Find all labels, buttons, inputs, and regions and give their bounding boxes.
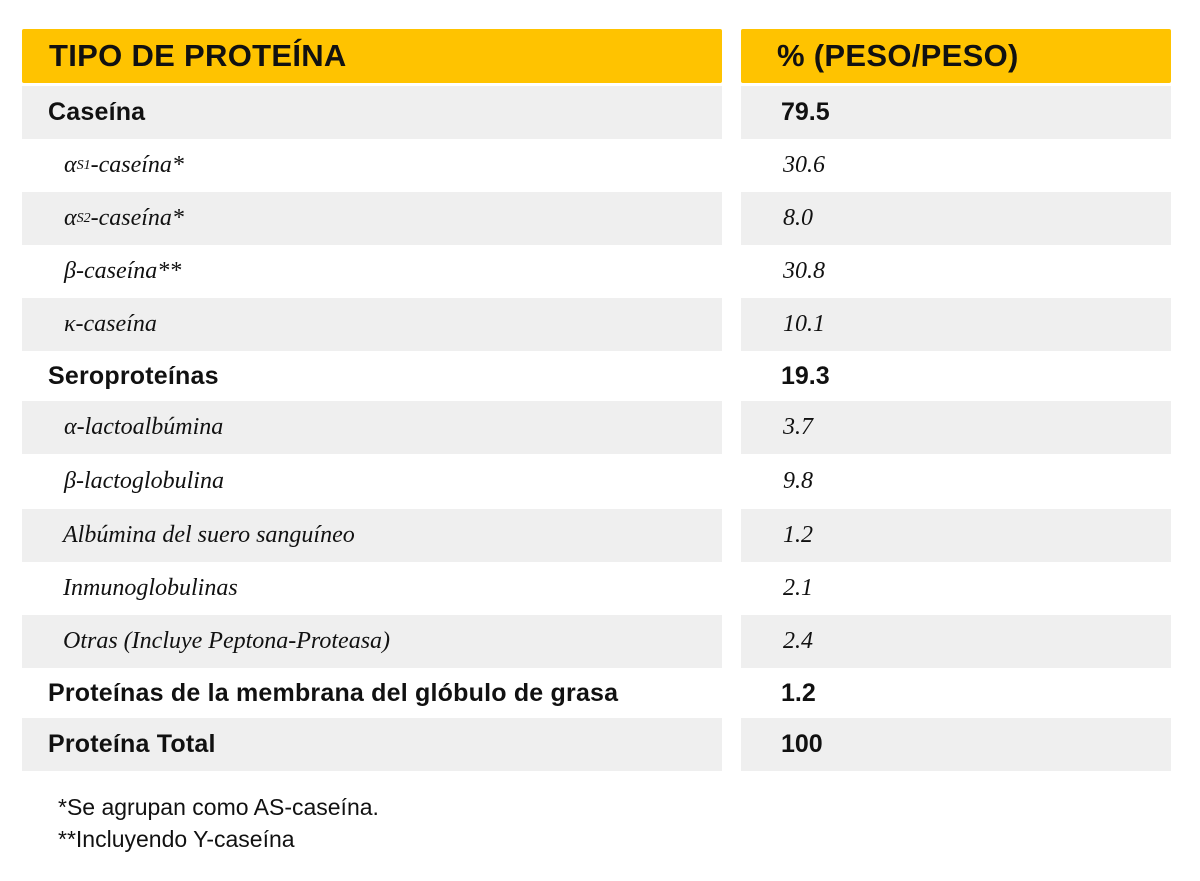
row-label-text: -caseína — [75, 311, 157, 337]
greek-letter: κ — [64, 311, 76, 337]
row-label: α S1 -caseína* — [22, 139, 722, 192]
row-value: 1.2 — [741, 509, 1171, 562]
subscript: S1 — [76, 157, 91, 173]
row-label: Caseína — [22, 86, 722, 139]
row-label: Albúmina del suero sanguíneo — [22, 509, 722, 562]
table-row: Seroproteínas 19.3 — [22, 351, 1171, 401]
row-label: Proteína Total — [22, 718, 722, 771]
table-row: Proteínas de la membrana del glóbulo de … — [22, 668, 1171, 718]
row-label: α -lactoalbúmina — [22, 401, 722, 454]
table-row: β -lactoglobulina 9.8 — [22, 454, 1171, 509]
row-value: 3.7 — [741, 401, 1171, 454]
greek-letter: β — [64, 258, 76, 284]
row-value: 30.8 — [783, 258, 825, 284]
table-row: α S2 -caseína* 8.0 — [22, 192, 1171, 245]
header-percent-weight: % (PESO/PESO) — [741, 29, 1171, 83]
table-row: Caseína 79.5 — [22, 86, 1171, 139]
footnotes: *Se agrupan como AS-caseína. **Incluyend… — [58, 791, 379, 855]
table-row: β -caseína** 30.8 — [22, 245, 1171, 298]
row-value: 2.4 — [741, 615, 1171, 668]
greek-letter: α — [64, 205, 77, 231]
table-row: Otras (Incluye Peptona-Proteasa) 2.4 — [22, 615, 1171, 668]
footnote-1: *Se agrupan como AS-caseína. — [58, 794, 379, 820]
footnote-2: **Incluyendo Y-caseína — [58, 826, 295, 852]
protein-table: TIPO DE PROTEÍNA % (PESO/PESO) Caseína 7… — [22, 29, 1171, 771]
row-label: β -caseína** — [22, 245, 722, 298]
table-row: κ -caseína 10.1 — [22, 298, 1171, 351]
row-value: 19.3 — [781, 361, 830, 390]
row-label: β -lactoglobulina — [22, 454, 722, 509]
row-value: 1.2 — [781, 678, 816, 707]
table-row: Inmunoglobulinas 2.1 — [22, 562, 1171, 615]
row-value: 30.6 — [783, 152, 825, 178]
row-value: 10.1 — [741, 298, 1171, 351]
table-row: α S1 -caseína* 30.6 — [22, 139, 1171, 192]
row-value: 8.0 — [741, 192, 1171, 245]
row-label-text: -caseína* — [90, 152, 184, 178]
row-value: 9.8 — [783, 468, 813, 494]
table-row: Proteína Total 100 — [22, 718, 1171, 771]
table-row: Albúmina del suero sanguíneo 1.2 — [22, 509, 1171, 562]
row-label-text: -caseína* — [90, 205, 184, 231]
row-label-text: -caseína** — [75, 258, 182, 284]
row-label: Proteínas de la membrana del glóbulo de … — [48, 678, 619, 707]
row-label: α S2 -caseína* — [22, 192, 722, 245]
table-row: α -lactoalbúmina 3.7 — [22, 401, 1171, 454]
subscript: S2 — [76, 210, 91, 226]
table-header: TIPO DE PROTEÍNA % (PESO/PESO) — [22, 29, 1171, 83]
row-label-text: -lactoalbúmina — [76, 414, 224, 440]
greek-letter: β — [64, 468, 76, 494]
row-label-text: -lactoglobulina — [75, 468, 224, 494]
row-value: 79.5 — [741, 86, 1171, 139]
row-label: Seroproteínas — [48, 361, 219, 390]
row-value: 2.1 — [783, 575, 813, 601]
greek-letter: α — [64, 414, 77, 440]
row-label: κ -caseína — [22, 298, 722, 351]
header-protein-type: TIPO DE PROTEÍNA — [22, 29, 722, 83]
row-value: 100 — [741, 718, 1171, 771]
row-label: Otras (Incluye Peptona-Proteasa) — [22, 615, 722, 668]
row-label: Inmunoglobulinas — [63, 575, 238, 601]
greek-letter: α — [64, 152, 77, 178]
